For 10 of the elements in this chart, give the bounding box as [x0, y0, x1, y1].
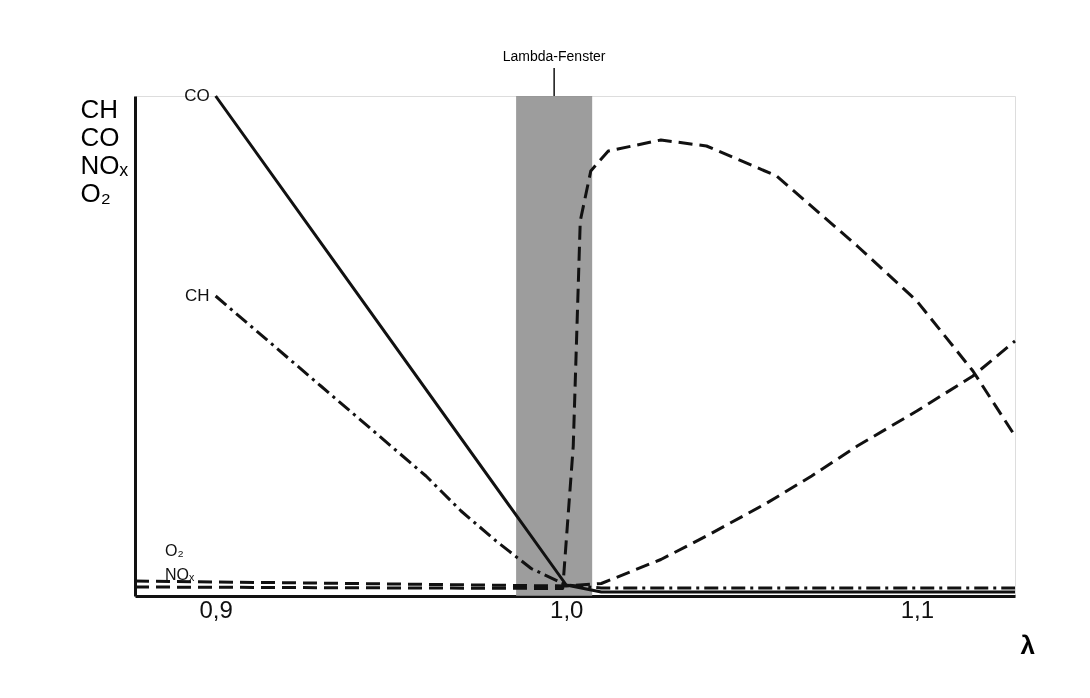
x-tick-label: 1,1 — [900, 595, 935, 623]
x-axis-title: λ — [1020, 629, 1036, 660]
series-label: CH — [185, 286, 210, 305]
x-tick-label: 1,0 — [550, 595, 584, 623]
band-label: Lambda-Fenster — [502, 48, 606, 64]
series-label: O₂ — [165, 542, 184, 559]
series-label: NOₓ — [165, 566, 195, 583]
x-tick-label: 0,9 — [199, 595, 233, 623]
series-label: CO — [184, 86, 210, 105]
y-axis-title: CH CO NOₓ O₂ — [80, 93, 129, 208]
